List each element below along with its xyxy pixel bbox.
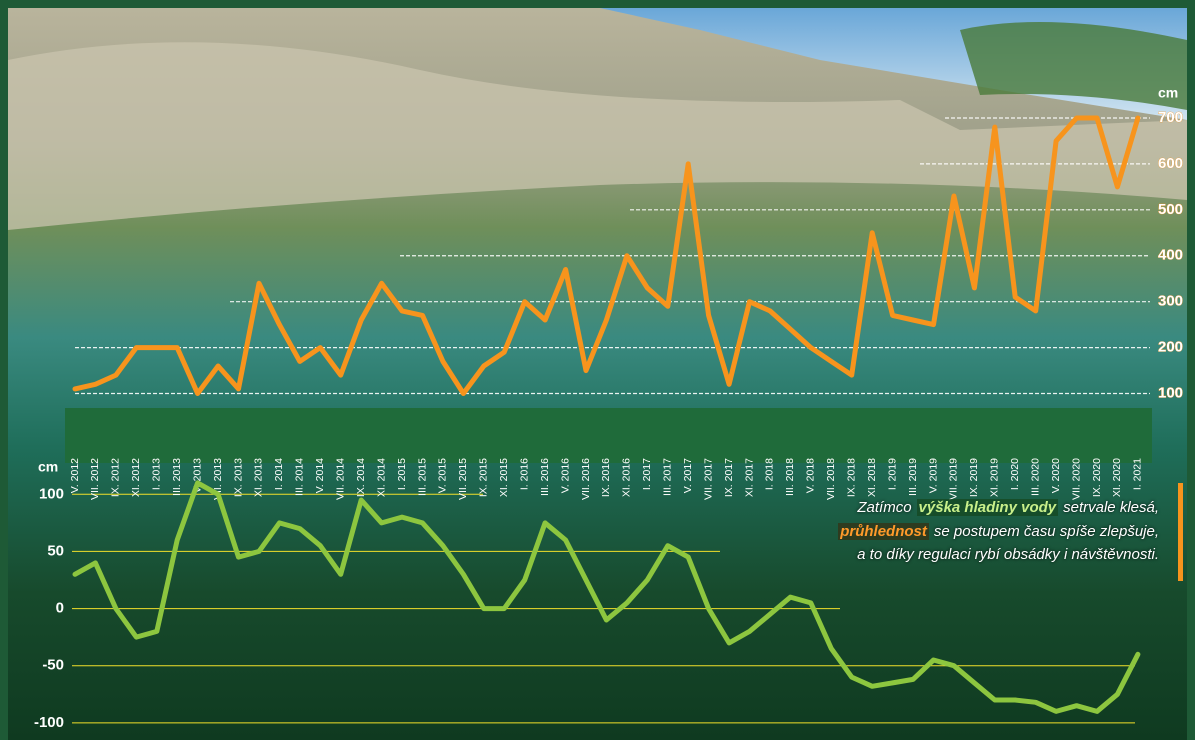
x-tick-label: VII. 2020 [1070,458,1082,500]
x-tick-label: III. 2013 [171,458,183,496]
annotation-highlight: průhlednost [838,523,929,540]
x-tick-label: VII. 2014 [335,458,347,500]
x-tick-label: III. 2014 [294,458,306,496]
x-tick-label: XI. 2017 [743,458,755,497]
y2-tick-label: 600 [1158,155,1183,172]
x-tick-label: IX. 2013 [232,458,244,497]
x-tick-label: I. 2016 [518,458,530,490]
x-tick-label: V. 2012 [69,458,81,493]
x-tick-label: I. 2014 [273,458,285,490]
x-tick-label: III. 2015 [416,458,428,496]
x-label-strip [65,408,1152,463]
x-tick-label: III. 2018 [784,458,796,496]
x-tick-label: V. 2018 [805,458,817,493]
y-tick-label: -100 [34,714,64,731]
x-tick-label: IX. 2018 [846,458,858,497]
annotation-text: setrvale klesá, [1063,499,1159,516]
y-tick-label: 100 [39,485,64,502]
x-tick-label: VII. 2017 [702,458,714,500]
y-axis-label: cm [38,459,58,475]
x-tick-label: IX. 2017 [723,458,735,497]
x-tick-label: V. 2017 [682,458,694,493]
x-tick-label: XI. 2015 [498,458,510,497]
x-tick-label: VII. 2016 [580,458,592,500]
annotation-highlight: výška hladiny vody [917,499,1059,516]
y2-tick-label: 400 [1158,247,1183,264]
x-tick-label: XI. 2012 [130,458,142,497]
x-tick-label: XI. 2014 [375,458,387,497]
x-tick-label: I. 2020 [1009,458,1021,490]
x-tick-label: XI. 2013 [253,458,265,497]
x-tick-label: V. 2015 [437,458,449,493]
x-tick-label: I. 2017 [641,458,653,490]
x-tick-label: VII. 2018 [825,458,837,500]
x-tick-label: VII. 2019 [948,458,960,500]
x-tick-label: V. 2019 [927,458,939,493]
y2-tick-label: 300 [1158,293,1183,310]
y2-tick-label: 200 [1158,339,1183,356]
x-tick-label: IX. 2019 [968,458,980,497]
y2-axis-label: cm [1158,85,1178,101]
x-tick-label: III. 2020 [1029,458,1041,496]
x-tick-label: XI. 2018 [866,458,878,497]
x-tick-label: I. 2015 [396,458,408,490]
x-tick-label: IX. 2020 [1091,458,1103,497]
annotation-text: se postupem času spíše zlepšuje, [934,523,1159,540]
x-tick-label: V. 2016 [559,458,571,493]
x-tick-label: I. 2019 [886,458,898,490]
y-tick-label: -50 [42,657,64,674]
x-tick-label: XI. 2016 [621,458,633,497]
x-tick-label: IX. 2012 [110,458,122,497]
x-tick-label: I. 2018 [764,458,776,490]
x-tick-label: IX. 2014 [355,458,367,497]
x-tick-label: III. 2019 [907,458,919,496]
x-tick-label: XI. 2020 [1111,458,1123,497]
x-tick-label: I. 2013 [151,458,163,490]
x-tick-label: V. 2020 [1050,458,1062,493]
y2-tick-label: 700 [1158,109,1183,126]
y2-tick-label: 500 [1158,201,1183,218]
x-tick-label: VII. 2015 [457,458,469,500]
annotation-text: a to díky regulaci rybí obsádky i návště… [857,546,1159,563]
y2-tick-label: 100 [1158,384,1183,401]
infographic: 100200300400500600700cm100500-50-100cmV.… [0,0,1195,740]
x-tick-label: XI. 2019 [989,458,1001,497]
x-tick-label: VII. 2012 [89,458,101,500]
annotation-bar [1178,483,1183,581]
x-tick-label: IX. 2016 [600,458,612,497]
x-tick-label: III. 2016 [539,458,551,496]
x-tick-label: III. 2017 [662,458,674,496]
chart: 100200300400500600700cm100500-50-100cmV.… [0,0,1195,740]
y-tick-label: 0 [56,600,64,617]
x-tick-label: V. 2014 [314,458,326,493]
y-tick-label: 50 [47,542,64,559]
annotation-text: Zatímco [857,499,911,516]
x-tick-label: IX. 2015 [478,458,490,497]
x-tick-label: I. 2021 [1132,458,1144,490]
